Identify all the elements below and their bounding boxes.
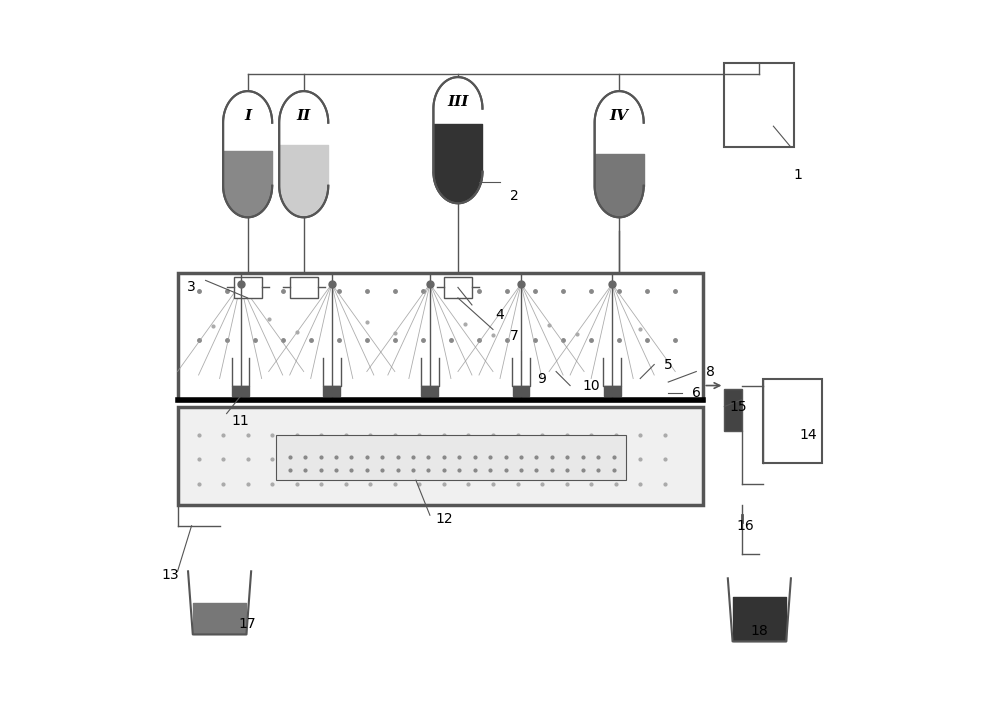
Bar <box>724 63 794 147</box>
Polygon shape <box>595 91 644 217</box>
Text: 9: 9 <box>538 372 546 386</box>
Polygon shape <box>433 77 482 203</box>
Text: III: III <box>447 95 469 109</box>
Text: IV: IV <box>610 109 629 123</box>
Bar <box>276 435 626 480</box>
Text: 3: 3 <box>187 280 196 294</box>
Polygon shape <box>279 186 328 217</box>
Bar <box>232 386 249 396</box>
Text: 5: 5 <box>664 358 673 372</box>
Polygon shape <box>223 186 272 217</box>
Text: 15: 15 <box>730 400 747 414</box>
Text: 10: 10 <box>582 379 600 393</box>
Text: 12: 12 <box>435 512 453 526</box>
Bar <box>178 407 703 505</box>
Bar <box>290 277 318 298</box>
Polygon shape <box>279 91 328 217</box>
Polygon shape <box>433 172 482 203</box>
Text: 1: 1 <box>793 168 802 182</box>
Text: 14: 14 <box>800 428 817 442</box>
Bar <box>604 386 621 396</box>
Bar <box>323 386 340 396</box>
Bar <box>421 386 438 396</box>
Text: 4: 4 <box>496 308 504 322</box>
Bar <box>178 273 703 400</box>
Text: 13: 13 <box>162 568 179 582</box>
Text: 11: 11 <box>232 414 250 428</box>
Text: 8: 8 <box>706 365 715 379</box>
Text: 7: 7 <box>510 329 518 343</box>
Text: 17: 17 <box>239 617 256 631</box>
Bar <box>234 277 262 298</box>
Bar <box>513 386 529 396</box>
Polygon shape <box>223 91 272 217</box>
Text: II: II <box>297 109 311 123</box>
Bar <box>444 277 472 298</box>
Polygon shape <box>595 186 644 217</box>
Text: 16: 16 <box>736 519 754 533</box>
Bar <box>763 379 822 463</box>
Text: 2: 2 <box>510 189 518 203</box>
Text: 18: 18 <box>750 624 768 638</box>
Text: 6: 6 <box>692 386 701 400</box>
Bar <box>724 389 742 431</box>
Text: I: I <box>244 109 251 123</box>
